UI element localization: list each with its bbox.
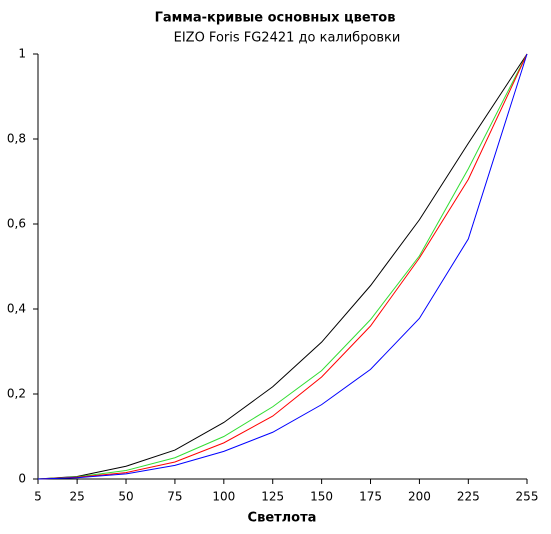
- chart-subtitle: EIZO Foris FG2421 до калибровки: [174, 31, 401, 46]
- series-line: [37, 53, 528, 480]
- y-tick-label: 0: [18, 472, 26, 486]
- series-line: [37, 53, 528, 480]
- y-tick-label: 1: [18, 47, 26, 61]
- y-tick-label: 0,4: [7, 302, 26, 316]
- x-tick-label: 5: [34, 490, 42, 504]
- y-tick-label: 0,2: [7, 387, 26, 401]
- x-tick-label: 175: [359, 490, 382, 504]
- x-axis-label: Светлота: [248, 511, 317, 526]
- x-tick-label: 125: [261, 490, 284, 504]
- x-tick-label: 25: [69, 490, 84, 504]
- x-tick-label: 200: [408, 490, 431, 504]
- y-tick-label: 0,8: [7, 132, 26, 146]
- x-tick-label: 100: [212, 490, 235, 504]
- x-tick-label: 150: [310, 490, 333, 504]
- series-line: [37, 53, 528, 480]
- y-tick-label: 0,6: [7, 217, 26, 231]
- x-tick-label: 75: [167, 490, 182, 504]
- chart-title: Гамма-кривые основных цветов: [155, 11, 396, 26]
- x-tick-label: 225: [457, 490, 480, 504]
- series-line: [37, 53, 528, 480]
- x-tick-label: 50: [118, 490, 133, 504]
- x-tick-label: 255: [516, 490, 539, 504]
